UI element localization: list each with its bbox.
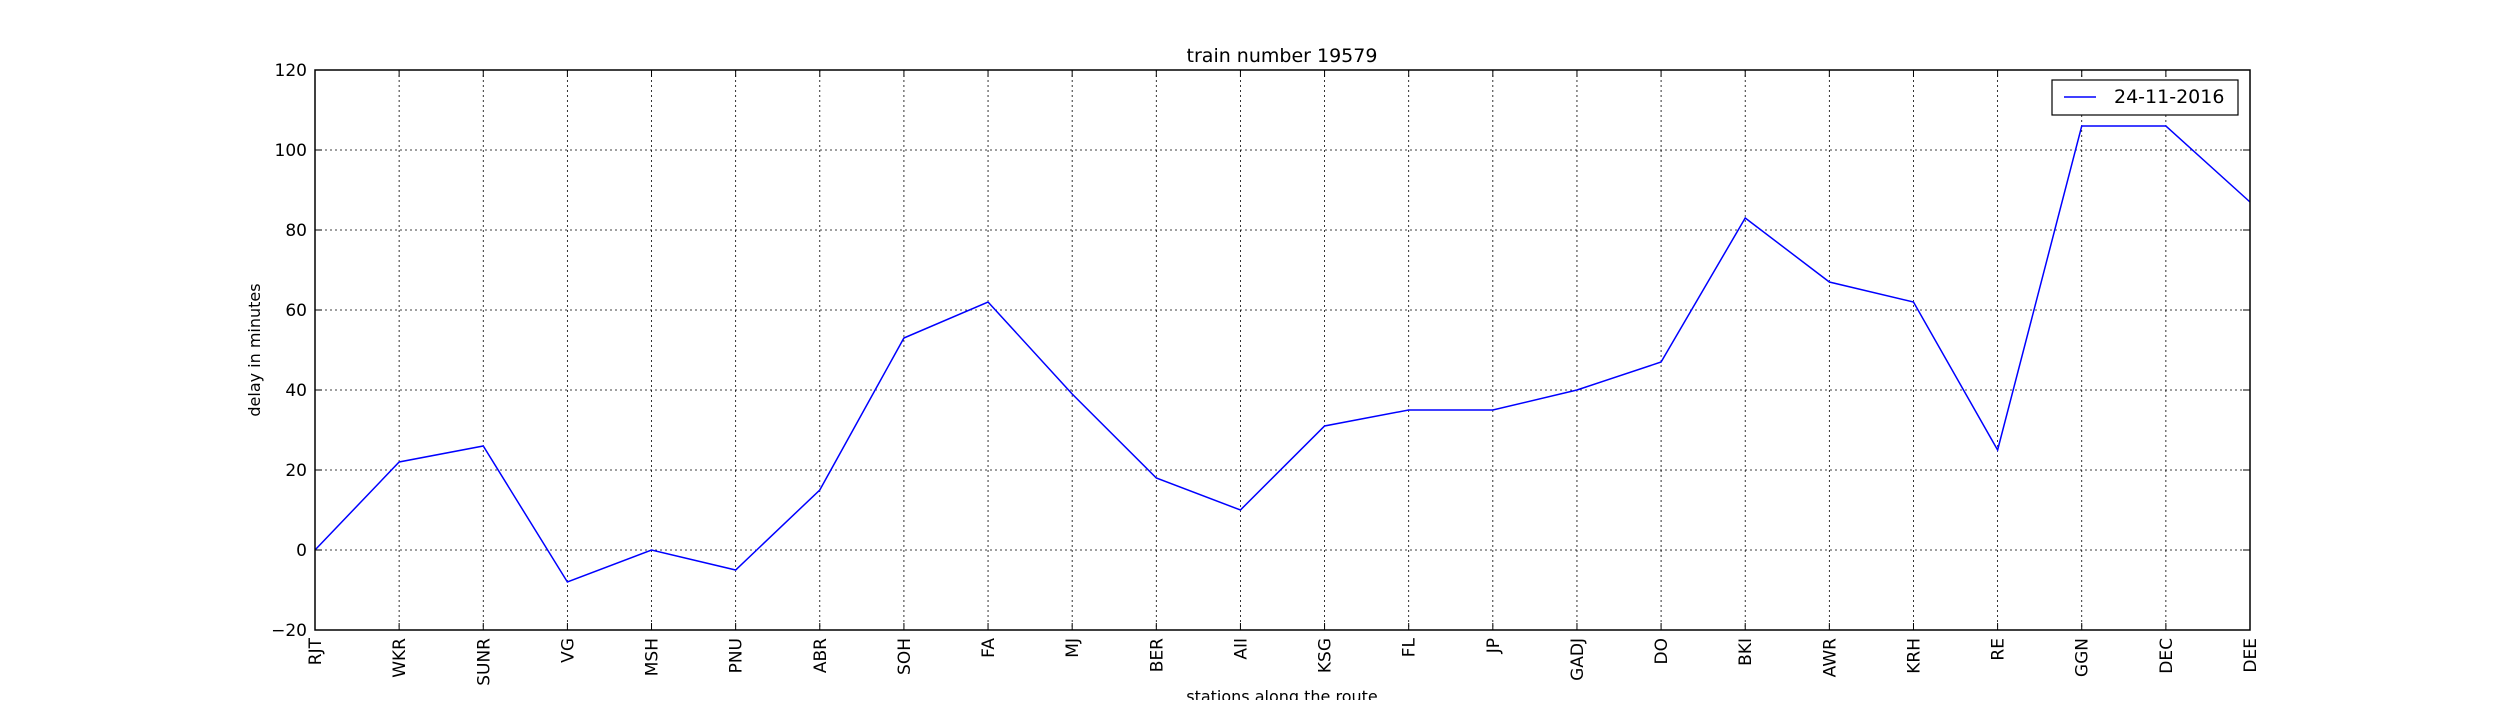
x-tick-label: FL — [1400, 637, 1420, 657]
x-tick-label: JP — [1484, 638, 1504, 654]
x-tick-label: ABR — [811, 638, 831, 673]
x-axis-label: stations along the route — [1186, 687, 1378, 700]
x-tick-label: DEE — [2241, 638, 2261, 673]
y-tick-label: 60 — [285, 301, 307, 321]
x-tick-label: BER — [1147, 638, 1167, 672]
x-tick-label: PNU — [727, 638, 747, 673]
x-tick-label: KSG — [1316, 638, 1336, 673]
y-tick-label: 20 — [285, 461, 307, 481]
x-tick-label: RJT — [306, 637, 326, 665]
y-axis-label: delay in minutes — [245, 283, 264, 416]
x-tick-label: GGN — [2073, 638, 2093, 677]
chart-title: train number 19579 — [1187, 45, 1378, 67]
x-tick-label: MSH — [643, 638, 663, 676]
y-tick-label: −20 — [271, 621, 307, 641]
x-tick-label: SUNR — [474, 638, 494, 686]
x-tick-label: MJ — [1063, 638, 1083, 658]
legend: 24-11-2016 — [2052, 80, 2238, 115]
x-tick-label: VG — [558, 638, 578, 663]
x-tick-label: SOH — [895, 638, 915, 675]
legend-label: 24-11-2016 — [2114, 86, 2224, 108]
x-tick-label: KRH — [1904, 638, 1924, 674]
plot-background — [315, 70, 2250, 630]
x-tick-label: AWR — [1820, 638, 1840, 678]
y-tick-label: 120 — [275, 61, 307, 81]
x-tick-label: FA — [979, 638, 999, 658]
y-tick-label: 0 — [296, 541, 307, 561]
x-tick-label: AII — [1231, 638, 1251, 660]
y-tick-label: 80 — [285, 221, 307, 241]
x-tick-label: RE — [1989, 638, 2009, 661]
x-tick-label: BKI — [1736, 638, 1756, 666]
x-tick-label: GADJ — [1568, 638, 1588, 681]
x-tick-label: WKR — [390, 638, 410, 678]
y-tick-label: 100 — [275, 141, 307, 161]
x-tick-label: DEC — [2157, 638, 2177, 674]
y-tick-label: 40 — [285, 381, 307, 401]
x-tick-label: DO — [1652, 638, 1672, 664]
